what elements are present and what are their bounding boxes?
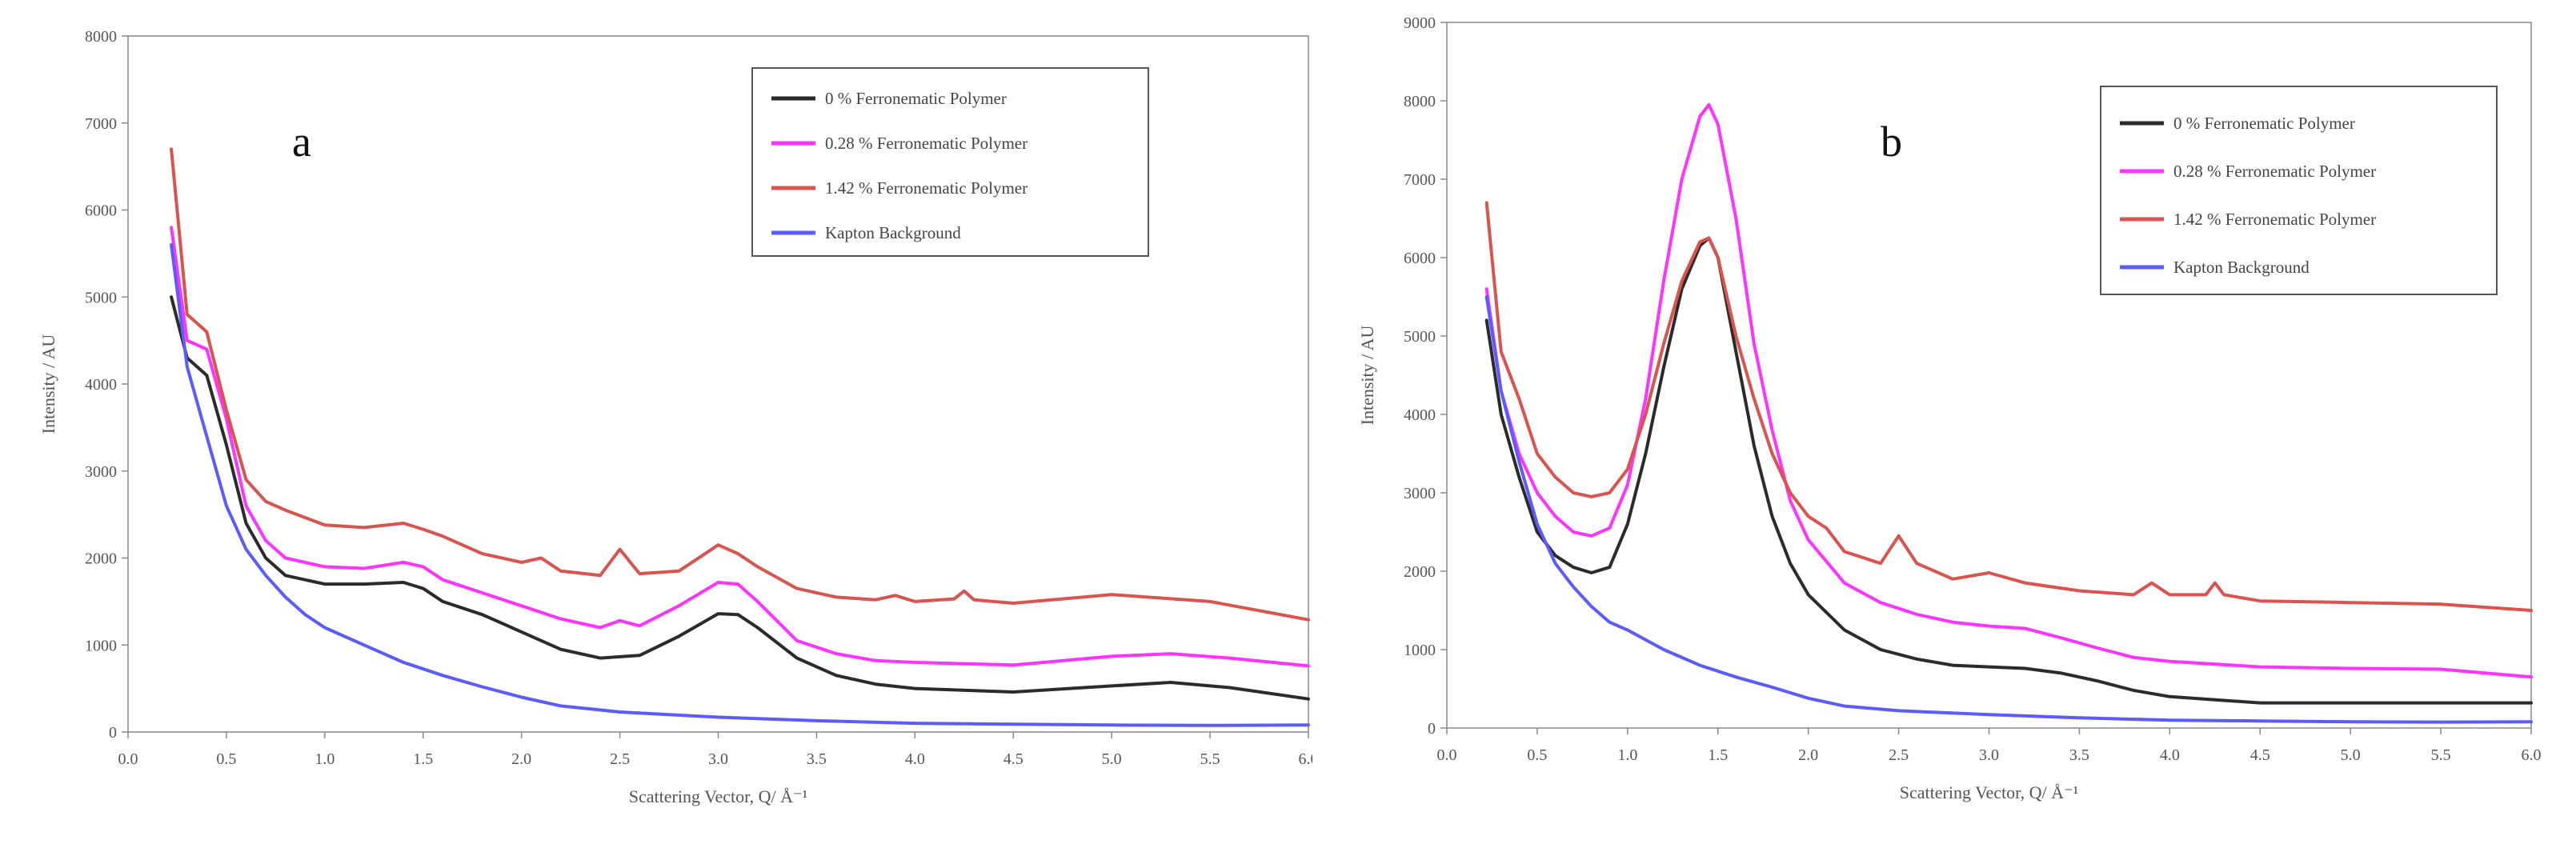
legend-label-1: 0 % Ferronematic Polymer bbox=[825, 89, 1007, 108]
y-axis-label: Intensity / AU bbox=[1357, 326, 1377, 426]
x-tick-label: 6.0 bbox=[2522, 746, 2542, 764]
y-tick-label: 3000 bbox=[85, 463, 117, 481]
x-tick-label: 3.0 bbox=[708, 750, 728, 768]
series-line-4 bbox=[170, 243, 1310, 727]
y-tick-label: 3000 bbox=[1404, 485, 1436, 502]
x-tick-label: 5.0 bbox=[2341, 746, 2361, 764]
x-tick-label: 0.5 bbox=[216, 750, 236, 768]
x-tick-label: 2.5 bbox=[610, 750, 630, 768]
series-line-1 bbox=[1484, 236, 2533, 705]
y-tick-label: 5000 bbox=[1404, 328, 1436, 346]
y-tick-label: 9000 bbox=[1404, 14, 1436, 32]
y-tick-label: 1000 bbox=[85, 637, 117, 654]
x-tick-label: 4.0 bbox=[905, 750, 925, 768]
legend-label-3: 1.42 % Ferronematic Polymer bbox=[825, 178, 1028, 198]
x-tick-label: 1.5 bbox=[1708, 746, 1728, 764]
y-tick-label: 2000 bbox=[85, 550, 117, 568]
y-tick-label: 5000 bbox=[85, 289, 117, 306]
x-tick-label: 5.5 bbox=[2431, 746, 2451, 764]
y-tick-label: 0 bbox=[109, 724, 117, 742]
legend-label-4: Kapton Background bbox=[825, 223, 961, 242]
x-tick-label: 5.0 bbox=[1102, 750, 1122, 768]
y-tick-label: 0 bbox=[1428, 720, 1436, 738]
series-line-3 bbox=[170, 147, 1310, 622]
x-tick-label: 2.0 bbox=[1798, 746, 1818, 764]
panel-letter: a bbox=[292, 118, 311, 166]
x-tick-label: 1.0 bbox=[1617, 746, 1637, 764]
series-line-3 bbox=[1484, 201, 2533, 612]
x-tick-label: 0.0 bbox=[1437, 746, 1457, 764]
x-tick-label: 3.0 bbox=[1979, 746, 1999, 764]
x-tick-label: 0.0 bbox=[118, 750, 138, 768]
x-tick-label: 1.0 bbox=[314, 750, 335, 768]
y-tick-label: 2000 bbox=[1404, 563, 1436, 581]
legend-label-2: 0.28 % Ferronematic Polymer bbox=[825, 134, 1028, 153]
x-tick-label: 2.5 bbox=[1889, 746, 1909, 764]
legend-label-2: 0.28 % Ferronematic Polymer bbox=[2173, 162, 2376, 181]
legend-label-4: Kapton Background bbox=[2173, 258, 2310, 277]
x-tick-label: 6.0 bbox=[1299, 750, 1313, 768]
chart-a-svg: 0 1000 2000 3000 4000 5000 6000 7000 8000 0.0 0.5 1… bbox=[38, 28, 1319, 806]
y-tick-label: 6000 bbox=[85, 202, 117, 220]
x-tick-label: 4.5 bbox=[2250, 746, 2270, 764]
series-line-1 bbox=[170, 295, 1310, 701]
x-axis-label: Scattering Vector, Q/ Å⁻¹ bbox=[629, 786, 807, 806]
chart-b-svg: 0 1000 2000 3000 4000 5000 6000 7000 8000 9000 0.0… bbox=[1357, 14, 2542, 802]
x-tick-label: 5.5 bbox=[1200, 750, 1220, 768]
x-axis-label: Scattering Vector, Q/ Å⁻¹ bbox=[1900, 782, 2078, 802]
series-line-2 bbox=[1484, 102, 2533, 679]
x-tick-label: 1.5 bbox=[413, 750, 433, 768]
y-axis-label: Intensity / AU bbox=[38, 334, 58, 434]
legend-label-3: 1.42 % Ferronematic Polymer bbox=[2173, 210, 2376, 229]
legend-label-1: 0 % Ferronematic Polymer bbox=[2173, 114, 2355, 133]
x-tick-label: 2.0 bbox=[511, 750, 531, 768]
x-tick-label: 0.5 bbox=[1527, 746, 1547, 764]
y-tick-label: 4000 bbox=[85, 376, 117, 394]
y-tick-label: 4000 bbox=[1404, 406, 1436, 424]
panel-letter: b bbox=[1881, 118, 1902, 166]
y-tick-label: 8000 bbox=[1404, 93, 1436, 110]
x-tick-label: 3.5 bbox=[2069, 746, 2089, 764]
y-tick-label: 7000 bbox=[1404, 171, 1436, 189]
chart-panel-a: 0 1000 2000 3000 4000 5000 6000 7000 8000 0.0 0.5 1… bbox=[38, 28, 1319, 806]
legend-box bbox=[2100, 86, 2498, 295]
series-line-2 bbox=[170, 226, 1310, 668]
x-tick-label: 4.5 bbox=[1004, 750, 1024, 768]
x-tick-label: 3.5 bbox=[807, 750, 827, 768]
y-tick-label: 7000 bbox=[85, 115, 117, 133]
y-tick-label: 8000 bbox=[85, 28, 117, 46]
series-line-4 bbox=[1484, 295, 2533, 724]
y-tick-label: 6000 bbox=[1404, 250, 1436, 267]
x-tick-label: 4.0 bbox=[2160, 746, 2180, 764]
chart-panel-b: 0 1000 2000 3000 4000 5000 6000 7000 8000 9000 0.0… bbox=[1328, 0, 2576, 860]
legend-box bbox=[751, 67, 1149, 257]
y-tick-label: 1000 bbox=[1404, 642, 1436, 659]
